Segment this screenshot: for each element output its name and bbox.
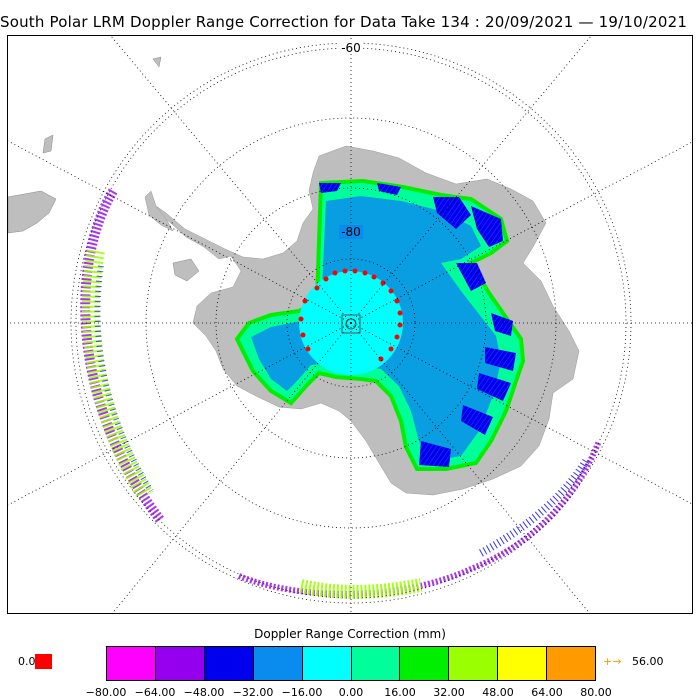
lat-label-bg: [339, 225, 363, 239]
colorbar-tick-label: −32.00: [232, 686, 274, 699]
colorbar-tick-label: 32.00: [433, 686, 465, 699]
colorbar-tick-label: −80.00: [85, 686, 127, 699]
null-color-swatch: [35, 654, 52, 669]
colorbar-cell: [498, 647, 548, 680]
outer-latitude-circle: [70, 42, 632, 604]
polar-map-svg: -60 -80: [8, 36, 692, 613]
lat-label-60: -60: [341, 41, 361, 55]
colorbar-cell: [302, 647, 352, 680]
track-arc-left-fill: [81, 249, 154, 501]
island: [172, 258, 200, 282]
colorbar-cell: [204, 647, 254, 680]
colorbar: [106, 646, 596, 681]
over-range-value: 56.00: [632, 655, 664, 668]
colorbar-cell: [547, 647, 596, 680]
legend-title: Doppler Range Correction (mm): [254, 627, 446, 641]
colorbar-cell: [449, 647, 499, 680]
colorbar-tick-label: −16.00: [281, 686, 323, 699]
colorbar-tick-label: 0.00: [338, 686, 364, 699]
colorbar-cell: [107, 647, 156, 680]
null-value-label: 0.0: [18, 655, 36, 668]
graticule: [8, 36, 692, 613]
colorbar-tick-label: −48.00: [183, 686, 225, 699]
colorbar-cell: [351, 647, 401, 680]
coverage-cluster: [491, 313, 513, 336]
south-america-tip: [8, 190, 57, 234]
colorbar-cell: [155, 647, 205, 680]
lat-label-bg: [339, 40, 363, 54]
coverage-cluster: [377, 183, 401, 195]
colorbar-tick-label: 80.00: [580, 686, 612, 699]
over-range-arrow-icon: +→: [603, 655, 622, 668]
track-arc-left-blue: [94, 265, 154, 493]
lat-label-80: -80: [341, 225, 361, 239]
colorbar-tick-label: 64.00: [531, 686, 563, 699]
colorbar-tick-label: 16.00: [384, 686, 416, 699]
colorbar-tick-label: 48.00: [482, 686, 514, 699]
colorbar-tick-label: −64.00: [134, 686, 176, 699]
polar-map: -60 -80: [7, 35, 693, 614]
colorbar-cell: [400, 647, 450, 680]
coverage-cluster: [485, 347, 516, 371]
coverage-cluster: [433, 197, 471, 229]
coverage-cluster: [461, 405, 493, 435]
island: [152, 56, 162, 68]
coverage-cluster: [319, 183, 341, 193]
coverage-cluster: [419, 441, 451, 467]
coverage-cluster: [477, 373, 511, 401]
island: [42, 134, 54, 154]
coverage-cluster: [456, 263, 486, 291]
track-arc-bottom-fill: [299, 578, 423, 599]
colorbar-cell: [253, 647, 303, 680]
antarctic-peninsula: [144, 190, 174, 232]
coverage-cluster: [471, 206, 503, 247]
null-points: [298, 268, 403, 362]
map-title: South Polar LRM Doppler Range Correction…: [0, 13, 688, 31]
